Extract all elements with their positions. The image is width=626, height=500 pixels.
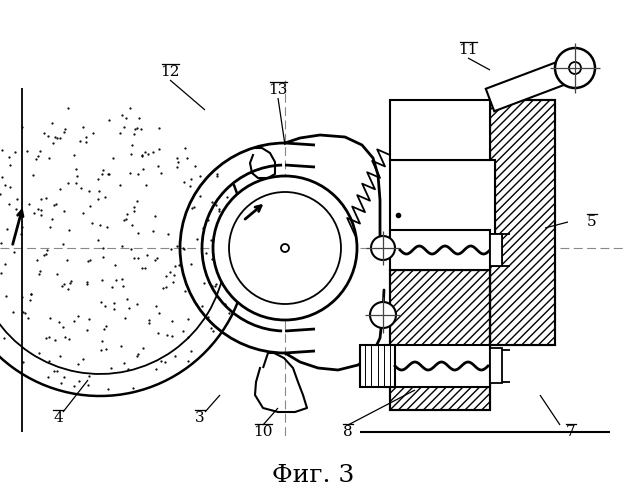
- Text: 13: 13: [269, 83, 288, 97]
- Bar: [490, 234, 502, 266]
- Circle shape: [569, 62, 581, 74]
- Bar: [390, 160, 495, 255]
- Bar: [390, 350, 490, 410]
- Text: 10: 10: [254, 425, 273, 439]
- Bar: [360, 345, 395, 387]
- Bar: [490, 100, 555, 345]
- Bar: [490, 100, 555, 345]
- Circle shape: [213, 176, 357, 320]
- Circle shape: [555, 48, 595, 88]
- Bar: [490, 348, 502, 383]
- Text: 11: 11: [458, 43, 478, 57]
- Bar: [390, 270, 490, 350]
- Text: 8: 8: [343, 425, 353, 439]
- Text: Фиг. 3: Фиг. 3: [272, 464, 354, 486]
- Polygon shape: [486, 57, 579, 111]
- Circle shape: [370, 302, 396, 328]
- Text: 5: 5: [587, 215, 597, 229]
- Bar: [390, 270, 490, 350]
- Bar: [390, 350, 490, 410]
- Circle shape: [371, 236, 395, 260]
- Text: 7: 7: [566, 425, 576, 439]
- Text: 12: 12: [160, 65, 180, 79]
- Bar: [385, 345, 490, 387]
- Bar: [390, 230, 490, 270]
- Bar: [490, 234, 502, 266]
- Text: 3: 3: [195, 411, 205, 425]
- Bar: [390, 100, 490, 160]
- Circle shape: [281, 244, 289, 252]
- Bar: [390, 160, 495, 255]
- Circle shape: [229, 192, 341, 304]
- Text: 4: 4: [53, 411, 63, 425]
